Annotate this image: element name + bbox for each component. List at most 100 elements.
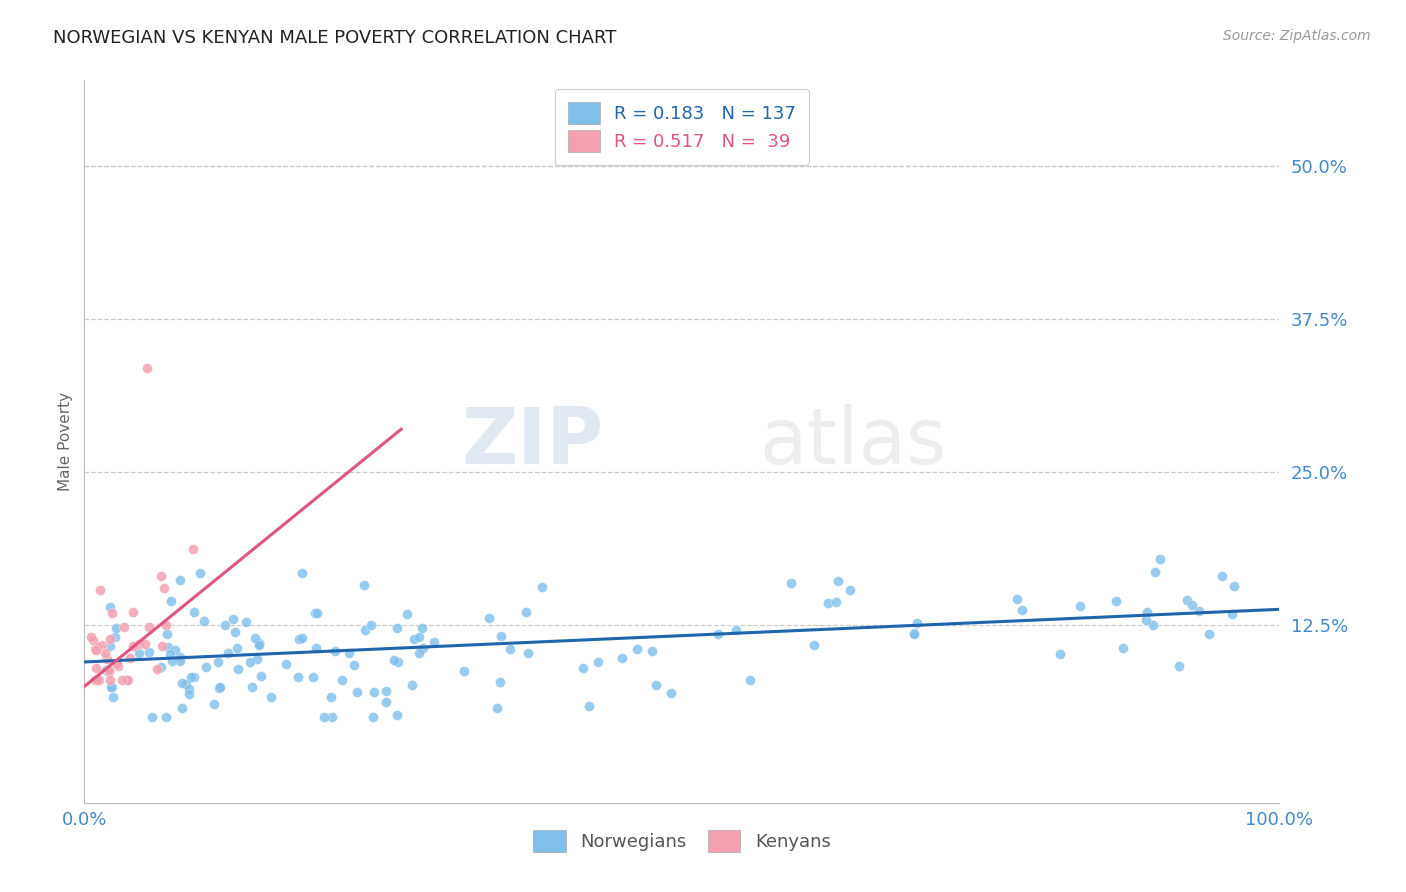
Point [226,662,249,676]
Point [208,681,231,695]
Point [87,673,110,688]
Point [112,619,135,633]
Point [80,631,103,645]
Point [105,657,128,672]
Point [259,690,281,704]
Point [159,647,181,661]
Point [98,663,121,677]
Point [94,647,117,661]
Point [83,673,105,688]
Point [155,710,177,724]
Point [180,670,202,684]
Point [138,620,160,634]
Point [374,695,396,709]
Point [179,687,201,701]
Point [217,647,239,661]
Point [1223,579,1246,593]
Point [247,636,270,650]
Point [128,637,150,651]
Point [1135,613,1157,627]
Point [453,664,475,678]
Point [193,614,215,628]
Point [115,673,138,687]
Point [330,673,353,687]
Point [104,630,127,644]
Point [83,642,105,657]
Point [571,661,593,675]
Point [107,658,129,673]
Point [824,595,846,609]
Point [121,605,143,619]
Point [321,710,343,724]
Point [1112,641,1135,656]
Point [246,652,269,666]
Point [188,566,211,580]
Point [100,599,122,614]
Point [1211,569,1233,583]
Point [905,615,928,630]
Point [903,625,925,640]
Point [337,646,360,660]
Point [1168,659,1191,673]
Point [100,681,122,695]
Point [323,644,346,658]
Point [411,621,433,635]
Point [1149,552,1171,566]
Point [150,639,173,653]
Point [100,632,122,646]
Point [724,624,747,638]
Point [288,632,311,646]
Point [235,615,257,629]
Point [150,568,173,582]
Point [169,654,191,668]
Point [626,642,648,657]
Point [360,618,382,632]
Point [101,690,124,705]
Point [169,650,191,665]
Point [207,655,229,669]
Point [530,580,553,594]
Point [157,640,180,654]
Point [1175,593,1198,607]
Point [82,633,104,648]
Point [396,607,419,622]
Point [117,673,139,688]
Point [170,675,193,690]
Point [838,582,860,597]
Point [1069,599,1091,613]
Point [134,637,156,651]
Point [304,606,326,620]
Point [104,621,127,635]
Point [181,542,204,557]
Point [612,650,634,665]
Point [385,707,408,722]
Point [408,646,430,660]
Point [1049,647,1071,661]
Point [98,673,121,688]
Point [499,642,522,657]
Point [98,639,121,653]
Point [644,678,666,692]
Point [779,575,801,590]
Point [183,605,205,619]
Y-axis label: Male Poverty: Male Poverty [58,392,73,491]
Point [578,699,600,714]
Point [163,642,186,657]
Point [214,617,236,632]
Point [146,662,169,676]
Point [179,681,201,696]
Point [96,663,118,677]
Point [91,638,114,652]
Point [382,652,405,666]
Point [1005,591,1028,606]
Point [117,673,139,687]
Point [98,665,121,680]
Point [738,673,761,687]
Point [354,623,377,637]
Point [903,627,925,641]
Point [586,656,609,670]
Point [827,574,849,588]
Point [305,606,328,620]
Point [194,660,217,674]
Legend: Norwegians, Kenyans: Norwegians, Kenyans [526,822,838,859]
